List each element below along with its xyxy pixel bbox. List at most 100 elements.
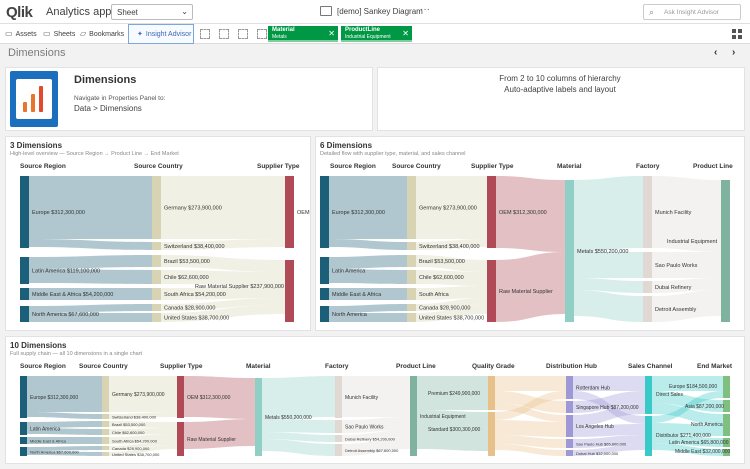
sankey-link[interactable]: [652, 290, 721, 322]
sankey-link[interactable]: [573, 391, 645, 413]
sankey-node-switzerland[interactable]: [407, 242, 416, 250]
clear-selections-icon[interactable]: [257, 29, 267, 39]
sankey-link[interactable]: [652, 376, 723, 391]
sankey-link[interactable]: [416, 286, 487, 300]
sankey-link[interactable]: [342, 417, 410, 433]
sankey-node-dubaihub[interactable]: [566, 450, 573, 456]
sankey-link[interactable]: [161, 305, 285, 322]
sankey-node-dubai[interactable]: [335, 435, 342, 442]
sankey-link[interactable]: [27, 437, 102, 444]
sankey-link[interactable]: [573, 376, 645, 391]
sankey-node-munich[interactable]: [643, 176, 652, 248]
sankey-link[interactable]: [652, 176, 721, 252]
sankey-10-chart[interactable]: Europe $312,300,000 Latin America Middle E…: [5, 336, 745, 464]
sankey-link[interactable]: [652, 423, 723, 436]
grid-view-icon[interactable]: [732, 29, 742, 39]
sankey-link[interactable]: [329, 176, 407, 239]
sankey-node-asia_end[interactable]: [723, 400, 730, 412]
sankey-link[interactable]: [184, 376, 255, 419]
sankey-node-switzerland[interactable]: [152, 242, 161, 250]
sankey-link[interactable]: [109, 421, 177, 428]
sankey-node-munich[interactable]: [335, 376, 342, 418]
sankey-link[interactable]: [161, 298, 285, 311]
sankey-link[interactable]: [109, 412, 177, 419]
selection-chip-productline[interactable]: ProductLine Industrial Equipment ✕: [341, 26, 412, 42]
sankey-link[interactable]: [495, 403, 566, 422]
sankey-link[interactable]: [652, 443, 723, 456]
sankey-link[interactable]: [262, 419, 335, 433]
assets-button[interactable]: ▭ Assets: [5, 29, 37, 38]
sankey-node-canada[interactable]: [102, 446, 109, 450]
sankey-node-na_end[interactable]: [723, 414, 730, 436]
sankey-link[interactable]: [161, 239, 285, 250]
sankey-link[interactable]: [652, 252, 721, 278]
sankey-link[interactable]: [29, 255, 152, 269]
sankey-link[interactable]: [652, 391, 723, 423]
sankey-node-europe[interactable]: [20, 176, 29, 248]
sankey-link[interactable]: [573, 391, 645, 424]
sankey-node-distributor[interactable]: [645, 416, 652, 456]
smart-search-icon[interactable]: [200, 29, 210, 39]
sankey-link[interactable]: [29, 288, 152, 300]
sankey-link[interactable]: [652, 278, 721, 293]
sankey-link[interactable]: [29, 269, 152, 284]
sheet-selector[interactable]: Sheet ⌄: [111, 4, 193, 20]
sankey-link[interactable]: [27, 376, 102, 412]
sankey-link[interactable]: [109, 445, 177, 456]
sankey-node-industrial[interactable]: [410, 376, 417, 456]
sankey-node-southafrica[interactable]: [152, 288, 161, 300]
sankey-link[interactable]: [496, 252, 565, 322]
sankey-node-southafrica[interactable]: [102, 437, 109, 444]
insight-advisor-button[interactable]: ✦ Insight Advisor: [128, 24, 194, 44]
sankey-node-mea[interactable]: [20, 437, 27, 444]
sankey-link[interactable]: [109, 441, 177, 450]
sankey-node-canada[interactable]: [152, 304, 161, 311]
sankey-node-oem[interactable]: [177, 376, 184, 418]
sankey-node-europe[interactable]: [20, 376, 27, 418]
sankey-node-canada[interactable]: [407, 304, 416, 311]
more-options-button[interactable]: ···: [420, 4, 430, 15]
sankey-link[interactable]: [29, 176, 152, 239]
sankey-link[interactable]: [29, 304, 152, 313]
sankey-node-latam[interactable]: [320, 257, 329, 284]
qlik-logo[interactable]: Qlik: [6, 4, 33, 21]
sankey-link[interactable]: [29, 239, 152, 250]
sankey-node-industrial[interactable]: [721, 180, 730, 322]
sheets-button[interactable]: ▭ Sheets: [43, 29, 76, 38]
sankey-node-brazil[interactable]: [102, 421, 109, 427]
sankey-link[interactable]: [573, 444, 645, 456]
sankey-link[interactable]: [495, 444, 566, 456]
sankey-node-germany[interactable]: [152, 176, 161, 239]
sankey-link[interactable]: [495, 420, 566, 437]
selection-chip-material[interactable]: Material Metals ✕: [268, 26, 338, 42]
sankey-node-us[interactable]: [152, 313, 161, 322]
step-forward-icon[interactable]: [238, 29, 248, 39]
sankey-link[interactable]: [652, 403, 723, 425]
sankey-link[interactable]: [416, 176, 487, 239]
sankey-node-us[interactable]: [407, 313, 416, 322]
sankey-node-metals[interactable]: [255, 378, 262, 456]
sankey-node-latam_end[interactable]: [723, 438, 730, 447]
sankey-link[interactable]: [109, 376, 177, 412]
sankey-node-oem[interactable]: [487, 176, 496, 248]
sankey-node-detroit[interactable]: [643, 296, 652, 322]
sankey-link[interactable]: [495, 376, 566, 391]
bookmarks-button[interactable]: ▱ Bookmarks: [80, 29, 125, 38]
sankey-6-chart[interactable]: Europe $312,300,000 Latin America Middle E…: [315, 136, 745, 331]
sankey-node-mea_end[interactable]: [723, 449, 730, 456]
sankey-node-mea[interactable]: [20, 288, 29, 300]
next-sheet-button[interactable]: ›: [732, 47, 736, 58]
sankey-link[interactable]: [574, 290, 643, 322]
sankey-node-chile[interactable]: [152, 270, 161, 284]
sankey-node-raw[interactable]: [177, 422, 184, 456]
sankey-node-chile[interactable]: [102, 429, 109, 435]
sankey-link[interactable]: [184, 419, 255, 449]
sankey-link[interactable]: [574, 176, 643, 252]
sankey-link[interactable]: [416, 298, 487, 311]
sankey-link[interactable]: [262, 432, 335, 442]
sankey-node-oem[interactable]: [285, 176, 294, 248]
sankey-link[interactable]: [574, 252, 643, 278]
sankey-link[interactable]: [262, 439, 335, 456]
sankey-node-europe[interactable]: [320, 176, 329, 248]
sankey-node-brazil[interactable]: [152, 255, 161, 267]
